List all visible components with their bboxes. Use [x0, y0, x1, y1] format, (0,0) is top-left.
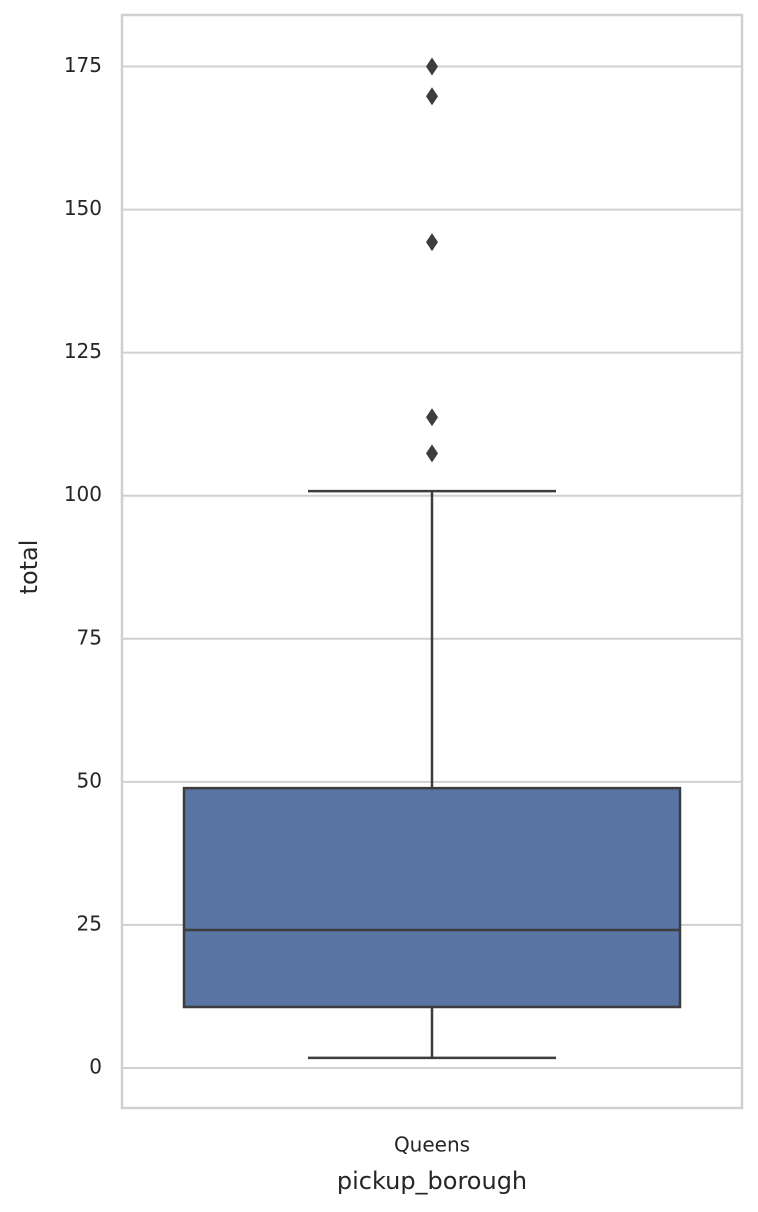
y-tick-label: 150	[64, 196, 102, 220]
outlier	[426, 408, 438, 427]
outlier	[426, 444, 438, 463]
y-tick-label: 50	[77, 768, 102, 792]
box	[182, 786, 682, 1009]
outlier	[426, 87, 438, 106]
y-tick-label: 100	[64, 482, 102, 506]
y-tick-label: 175	[64, 53, 102, 77]
y-axis-label: total	[15, 540, 43, 595]
y-tick-label: 75	[77, 625, 102, 649]
outlier	[426, 233, 438, 252]
y-tick-label: 25	[77, 911, 102, 935]
x-axis-label: pickup_borough	[337, 1167, 527, 1195]
y-tick-label: 125	[64, 339, 102, 363]
outlier	[426, 57, 438, 76]
x-tick-label: Queens	[394, 1133, 470, 1157]
y-tick-label: 0	[89, 1054, 102, 1078]
plot-frame	[120, 13, 744, 1110]
